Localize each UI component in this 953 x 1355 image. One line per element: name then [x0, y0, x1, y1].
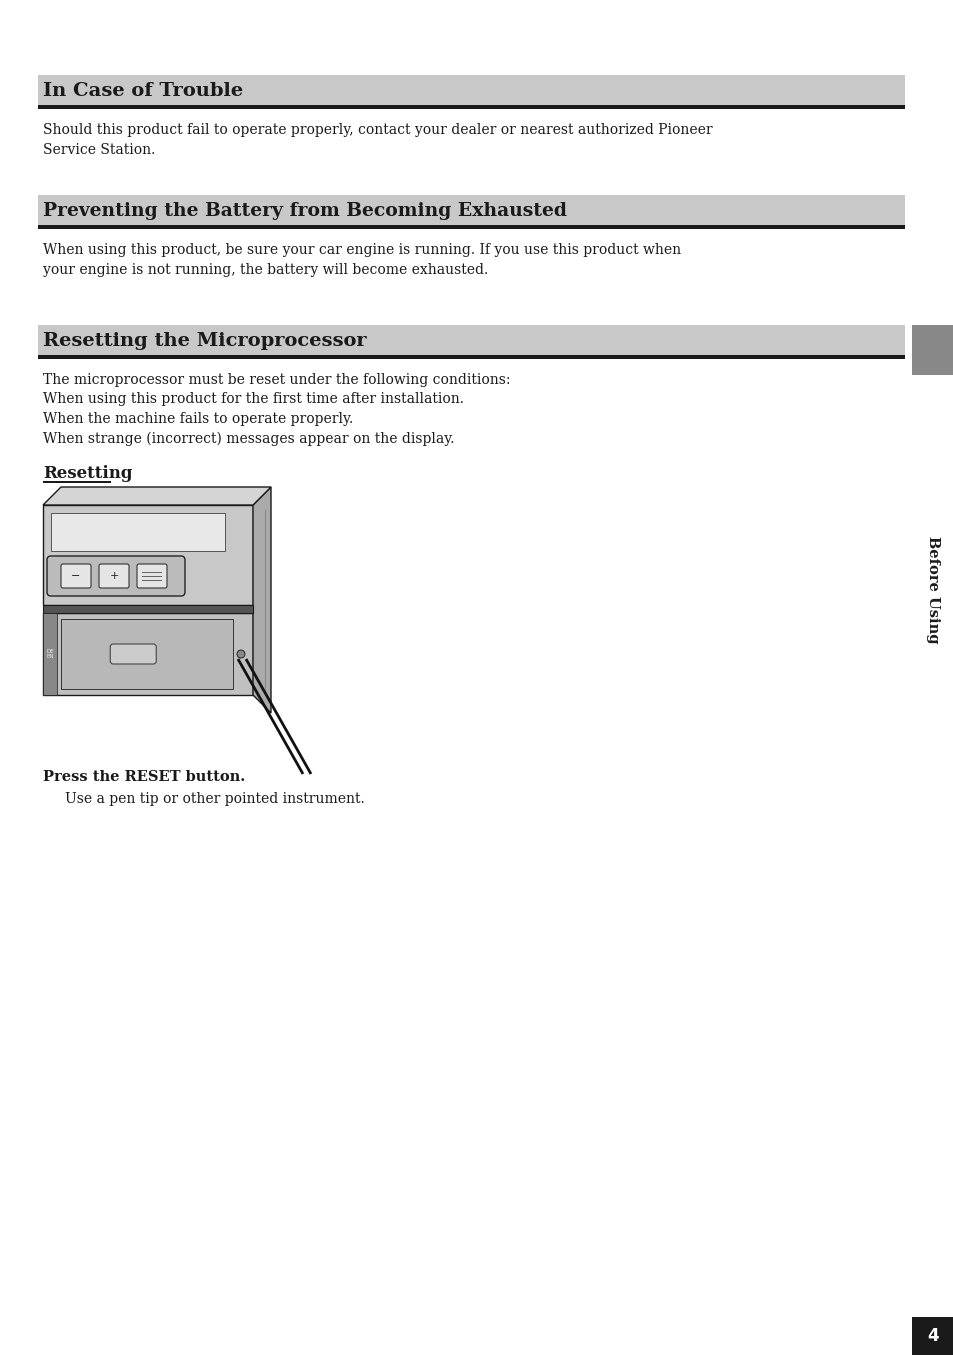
- Text: Resetting: Resetting: [43, 465, 132, 482]
- Text: When strange (incorrect) messages appear on the display.: When strange (incorrect) messages appear…: [43, 431, 454, 446]
- Bar: [51, 514, 225, 551]
- Text: Should this product fail to operate properly, contact your dealer or nearest aut: Should this product fail to operate prop…: [43, 123, 712, 157]
- Bar: [43, 505, 253, 604]
- Text: Before Using: Before Using: [925, 537, 939, 644]
- Bar: [61, 619, 233, 688]
- Text: The microprocessor must be reset under the following conditions:: The microprocessor must be reset under t…: [43, 373, 510, 388]
- Bar: [38, 225, 904, 229]
- Bar: [38, 195, 904, 225]
- Bar: [38, 355, 904, 359]
- Polygon shape: [43, 486, 271, 505]
- FancyBboxPatch shape: [47, 556, 185, 596]
- Circle shape: [236, 650, 245, 659]
- Bar: [142, 580, 162, 581]
- Bar: [43, 612, 253, 695]
- Bar: [142, 576, 162, 577]
- FancyBboxPatch shape: [137, 564, 167, 588]
- Text: In Case of Trouble: In Case of Trouble: [43, 83, 243, 100]
- Text: 4: 4: [926, 1327, 938, 1346]
- FancyBboxPatch shape: [111, 644, 156, 664]
- Text: When using this product for the first time after installation.: When using this product for the first ti…: [43, 393, 463, 406]
- Text: Preventing the Battery from Becoming Exhausted: Preventing the Battery from Becoming Exh…: [43, 202, 566, 220]
- Bar: [43, 612, 57, 695]
- Bar: [911, 1317, 953, 1355]
- Text: Use a pen tip or other pointed instrument.: Use a pen tip or other pointed instrumen…: [65, 793, 364, 806]
- Bar: [911, 325, 953, 375]
- FancyBboxPatch shape: [61, 564, 91, 588]
- Text: −: −: [71, 570, 81, 581]
- Bar: [43, 604, 253, 612]
- Text: Press the RESET button.: Press the RESET button.: [43, 770, 245, 785]
- Bar: [38, 104, 904, 108]
- Text: DE
EN: DE EN: [46, 649, 53, 660]
- Bar: [38, 325, 904, 355]
- Bar: [43, 481, 111, 482]
- Text: When the machine fails to operate properly.: When the machine fails to operate proper…: [43, 412, 353, 425]
- Bar: [142, 572, 162, 573]
- Text: When using this product, be sure your car engine is running. If you use this pro: When using this product, be sure your ca…: [43, 243, 680, 276]
- Text: +: +: [110, 570, 118, 581]
- Bar: [38, 75, 904, 104]
- Text: Resetting the Microprocessor: Resetting the Microprocessor: [43, 332, 366, 350]
- FancyBboxPatch shape: [99, 564, 129, 588]
- Polygon shape: [253, 486, 271, 713]
